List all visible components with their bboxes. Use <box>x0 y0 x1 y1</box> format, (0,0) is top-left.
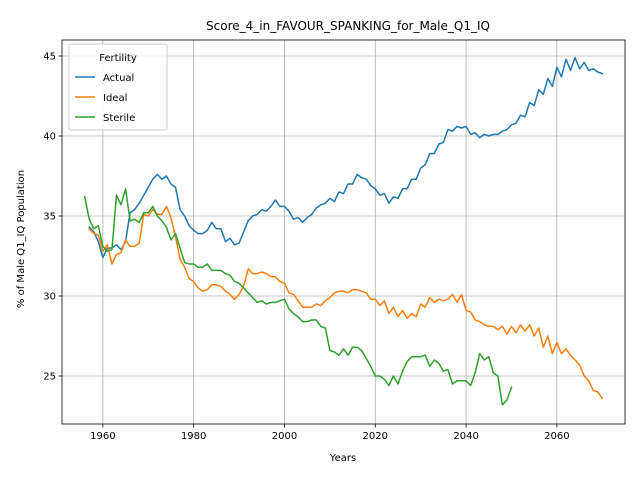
y-tick-label: 45 <box>43 52 56 63</box>
x-tick-label: 2000 <box>272 431 297 442</box>
y-tick-label: 40 <box>43 132 56 143</box>
x-tick-label: 2040 <box>453 431 478 442</box>
y-tick-label: 25 <box>43 372 56 383</box>
legend: Fertility Actual Ideal Sterile <box>68 43 168 131</box>
x-tick-label: 2020 <box>363 431 388 442</box>
grid <box>62 40 625 424</box>
series-line-actual <box>88 56 604 259</box>
x-tick-label: 1980 <box>181 431 206 442</box>
y-tick-label: 30 <box>43 292 56 303</box>
legend-box <box>68 43 168 131</box>
x-tick-label: 1960 <box>90 431 115 442</box>
plot-area: 1960 1980 2000 2020 2040 2060 25 30 35 40 45 <box>43 39 626 442</box>
legend-title: Fertility <box>99 53 137 64</box>
y-tick-label: 35 <box>43 212 56 223</box>
x-tick-label: 2060 <box>544 431 569 442</box>
legend-label-ideal: Ideal <box>103 93 127 104</box>
x-axis-label: Years <box>329 453 356 464</box>
series-line-sterile <box>83 188 513 406</box>
legend-label-sterile: Sterile <box>103 113 135 124</box>
chart-title: Score_4_in_FAVOUR_SPANKING_for_Male_Q1_I… <box>206 19 490 33</box>
axes-frame <box>61 39 626 425</box>
y-axis-label: % of Male Q1_IQ Population <box>16 170 27 308</box>
legend-label-actual: Actual <box>103 73 134 84</box>
